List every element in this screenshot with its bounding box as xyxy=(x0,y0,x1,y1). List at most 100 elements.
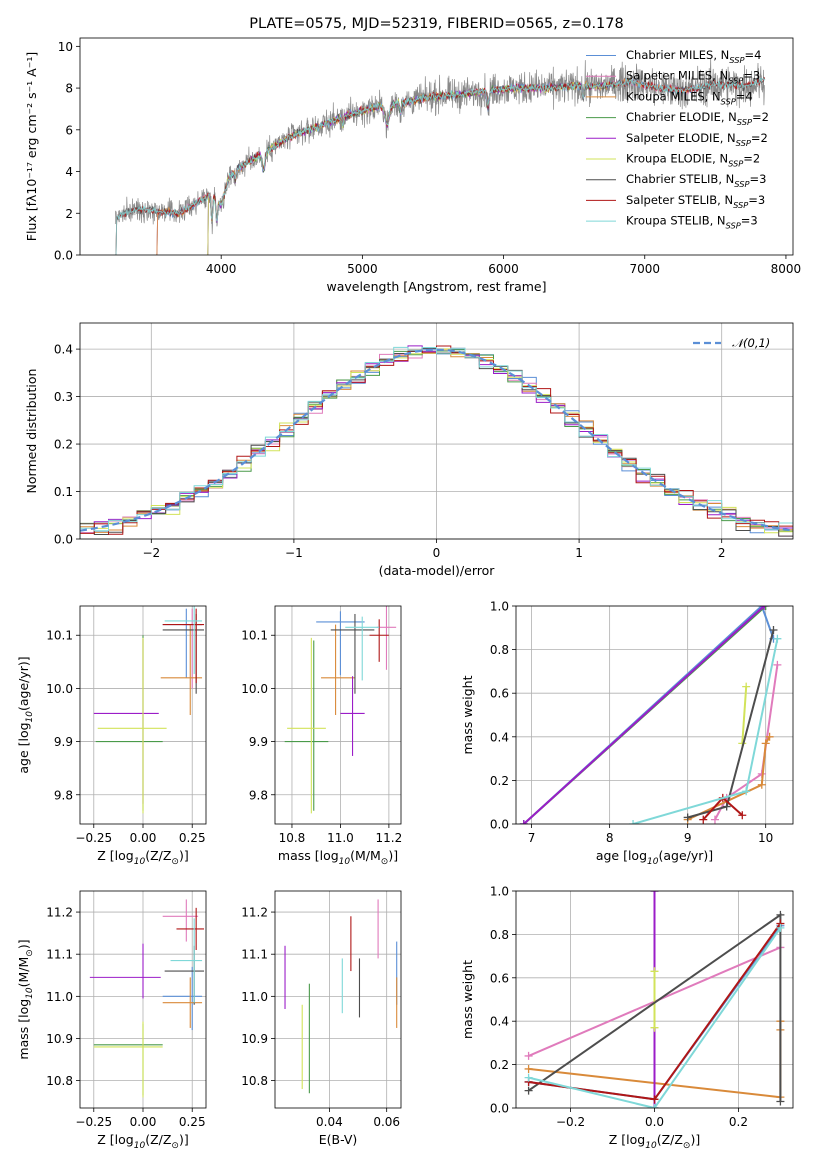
y-tick-label: 0.0 xyxy=(54,249,73,263)
y-tick-label: 0.2 xyxy=(54,438,73,452)
y-tick-label: 11.2 xyxy=(241,906,268,920)
y-tick-label: 0.4 xyxy=(490,730,509,744)
weight-marker-kroupa_elodie xyxy=(650,1023,659,1032)
y-tick-label: 9.8 xyxy=(54,788,73,802)
weight-marker-salpeter_stelib xyxy=(699,815,708,824)
legend-label-kroupa_elodie: Kroupa ELODIE, NSSP=2 xyxy=(626,152,760,169)
weight-marker-chabrier_elodie xyxy=(761,606,770,610)
y-tick-label: 10.1 xyxy=(241,629,268,643)
axes-frame xyxy=(79,322,794,540)
panel-ebv-mass: 0.04 0.06 10.8 10.9 11.0 11.1 11.2 E(B-V) xyxy=(241,890,402,1147)
axes-frame xyxy=(274,605,402,825)
weight-marker-salpeter_elodie xyxy=(650,891,659,895)
y-tick-label: 4 xyxy=(65,165,73,179)
y-tick-label: 0.8 xyxy=(490,643,509,657)
weight-line-kroupa_stelib xyxy=(528,927,782,1108)
y-tick-label: 1.0 xyxy=(490,600,509,614)
y-tick-label: 11.1 xyxy=(241,948,268,962)
plot-area-z-mass xyxy=(89,899,205,1098)
weight-marker-kroupa_stelib xyxy=(773,634,782,643)
x-tick-label: 1 xyxy=(575,546,583,560)
y-axis-label: mass [log10(M/M⊙)] xyxy=(16,939,35,1059)
y-axis-label: Flux [fλ10⁻¹⁷ erg cm⁻² s⁻¹ A⁻¹] xyxy=(24,52,39,241)
x-tick-label: 9 xyxy=(684,831,692,845)
chart-title: PLATE=0575, MJD=52319, FIBERID=0565, z=0… xyxy=(249,16,623,32)
x-axis-label: wavelength [Angstrom, rest frame] xyxy=(326,279,546,294)
y-tick-label: 0.4 xyxy=(490,1015,509,1029)
y-tick-label: 10.0 xyxy=(241,682,268,696)
x-tick-label: −0.2 xyxy=(556,1115,585,1129)
weight-marker-chabrier_stelib xyxy=(776,910,785,919)
x-axis-label: (data-model)/error xyxy=(379,563,496,578)
weight-line-salpeter_elodie xyxy=(523,606,765,824)
panel-mass-age: 10.8 11.0 11.2 9.8 9.9 10.0 10.1 mass [log10(M/… xyxy=(241,605,403,867)
y-tick-label: 11.2 xyxy=(46,906,73,920)
weight-marker-kroupa_miles xyxy=(757,780,766,789)
plot-area-ebv-mass xyxy=(284,899,398,1094)
x-tick-label: 7 xyxy=(528,831,536,845)
model-line-salpeter_stelib xyxy=(115,76,766,255)
legend-label-salpeter_miles: Salpeter MILES, NSSP=3 xyxy=(626,69,760,86)
weight-marker-salpeter_miles xyxy=(524,1051,533,1060)
x-tick-label: 4000 xyxy=(206,262,237,276)
legend-label-chabrier_stelib: Chabrier STELIB, NSSP=3 xyxy=(626,172,766,189)
x-tick-label: 10 xyxy=(758,831,773,845)
y-tick-label: 0.0 xyxy=(54,533,73,547)
y-tick-label: 0.2 xyxy=(490,774,509,788)
x-tick-label: −0.25 xyxy=(75,831,112,845)
histogram-kroupa_stelib xyxy=(80,346,793,539)
weight-marker-chabrier_stelib xyxy=(769,625,778,634)
y-tick-label: 10.0 xyxy=(46,682,73,696)
x-tick-label: 2 xyxy=(718,546,726,560)
x-tick-label: −2 xyxy=(142,546,160,560)
y-tick-label: 11.1 xyxy=(46,948,73,962)
y-axis-label: Normed distribution xyxy=(24,369,39,494)
weight-marker-kroupa_stelib xyxy=(629,820,638,824)
weight-marker-kroupa_elodie xyxy=(650,967,659,976)
y-tick-label: 11.0 xyxy=(241,990,268,1004)
weight-marker-chabrier_stelib xyxy=(776,1097,785,1106)
x-axis-label: Z [log10(Z/Z⊙)] xyxy=(97,1132,188,1151)
weight-marker-kroupa_elodie xyxy=(742,682,751,691)
x-tick-label: −0.25 xyxy=(75,1115,112,1129)
plot-area-z-weight xyxy=(524,891,785,1108)
weight-line-kroupa_stelib xyxy=(632,638,779,824)
weight-marker-salpeter_miles xyxy=(773,660,782,669)
x-tick-label: 0.25 xyxy=(179,1115,206,1129)
x-tick-label: 7000 xyxy=(629,262,660,276)
axes-frame xyxy=(515,605,794,825)
x-tick-label: 8000 xyxy=(771,262,802,276)
weight-marker-salpeter_stelib xyxy=(738,811,747,820)
y-axis-label: age [log10(age/yr)] xyxy=(16,656,35,773)
x-tick-label: 0.06 xyxy=(373,1115,400,1129)
legend-label-kroupa_miles: Kroupa MILES, NSSP=4 xyxy=(626,89,753,106)
weight-marker-chabrier_stelib xyxy=(722,802,731,811)
x-axis-label: Z [log10(Z/Z⊙)] xyxy=(609,1132,700,1151)
y-tick-label: 0.4 xyxy=(54,343,73,357)
x-tick-label: 0.0 xyxy=(645,1115,664,1129)
y-tick-label: 9.9 xyxy=(54,735,73,749)
x-axis-label: E(B-V) xyxy=(319,1132,358,1147)
y-tick-label: 10.8 xyxy=(241,1074,268,1088)
x-tick-label: −1 xyxy=(285,546,303,560)
x-tick-label: 11.2 xyxy=(376,831,403,845)
weight-marker-kroupa_miles xyxy=(524,1064,533,1073)
x-axis-label: age [log10(age/yr)] xyxy=(596,848,713,867)
weight-marker-salpeter_elodie xyxy=(519,820,528,824)
y-tick-label: 0.2 xyxy=(490,1058,509,1072)
y-tick-label: 9.9 xyxy=(249,735,268,749)
y-tick-label: 0.1 xyxy=(54,485,73,499)
y-tick-label: 0.3 xyxy=(54,390,73,404)
axes-frame xyxy=(79,605,207,825)
axes-frame xyxy=(274,890,402,1109)
x-tick-label: 10.8 xyxy=(279,831,306,845)
x-tick-label: 5000 xyxy=(347,262,378,276)
panel-residuals: −2 −1 0 1 2 0.0 0.1 0.2 0.3 0.4 (data-model)/error… xyxy=(24,322,794,578)
weight-marker-kroupa_stelib xyxy=(524,1073,533,1082)
weight-line-kroupa_miles xyxy=(687,736,771,821)
x-tick-label: 0.2 xyxy=(729,1115,748,1129)
x-tick-label: 0.25 xyxy=(179,831,206,845)
y-tick-label: 10.8 xyxy=(46,1074,73,1088)
model-line-kroupa_stelib xyxy=(115,77,766,255)
